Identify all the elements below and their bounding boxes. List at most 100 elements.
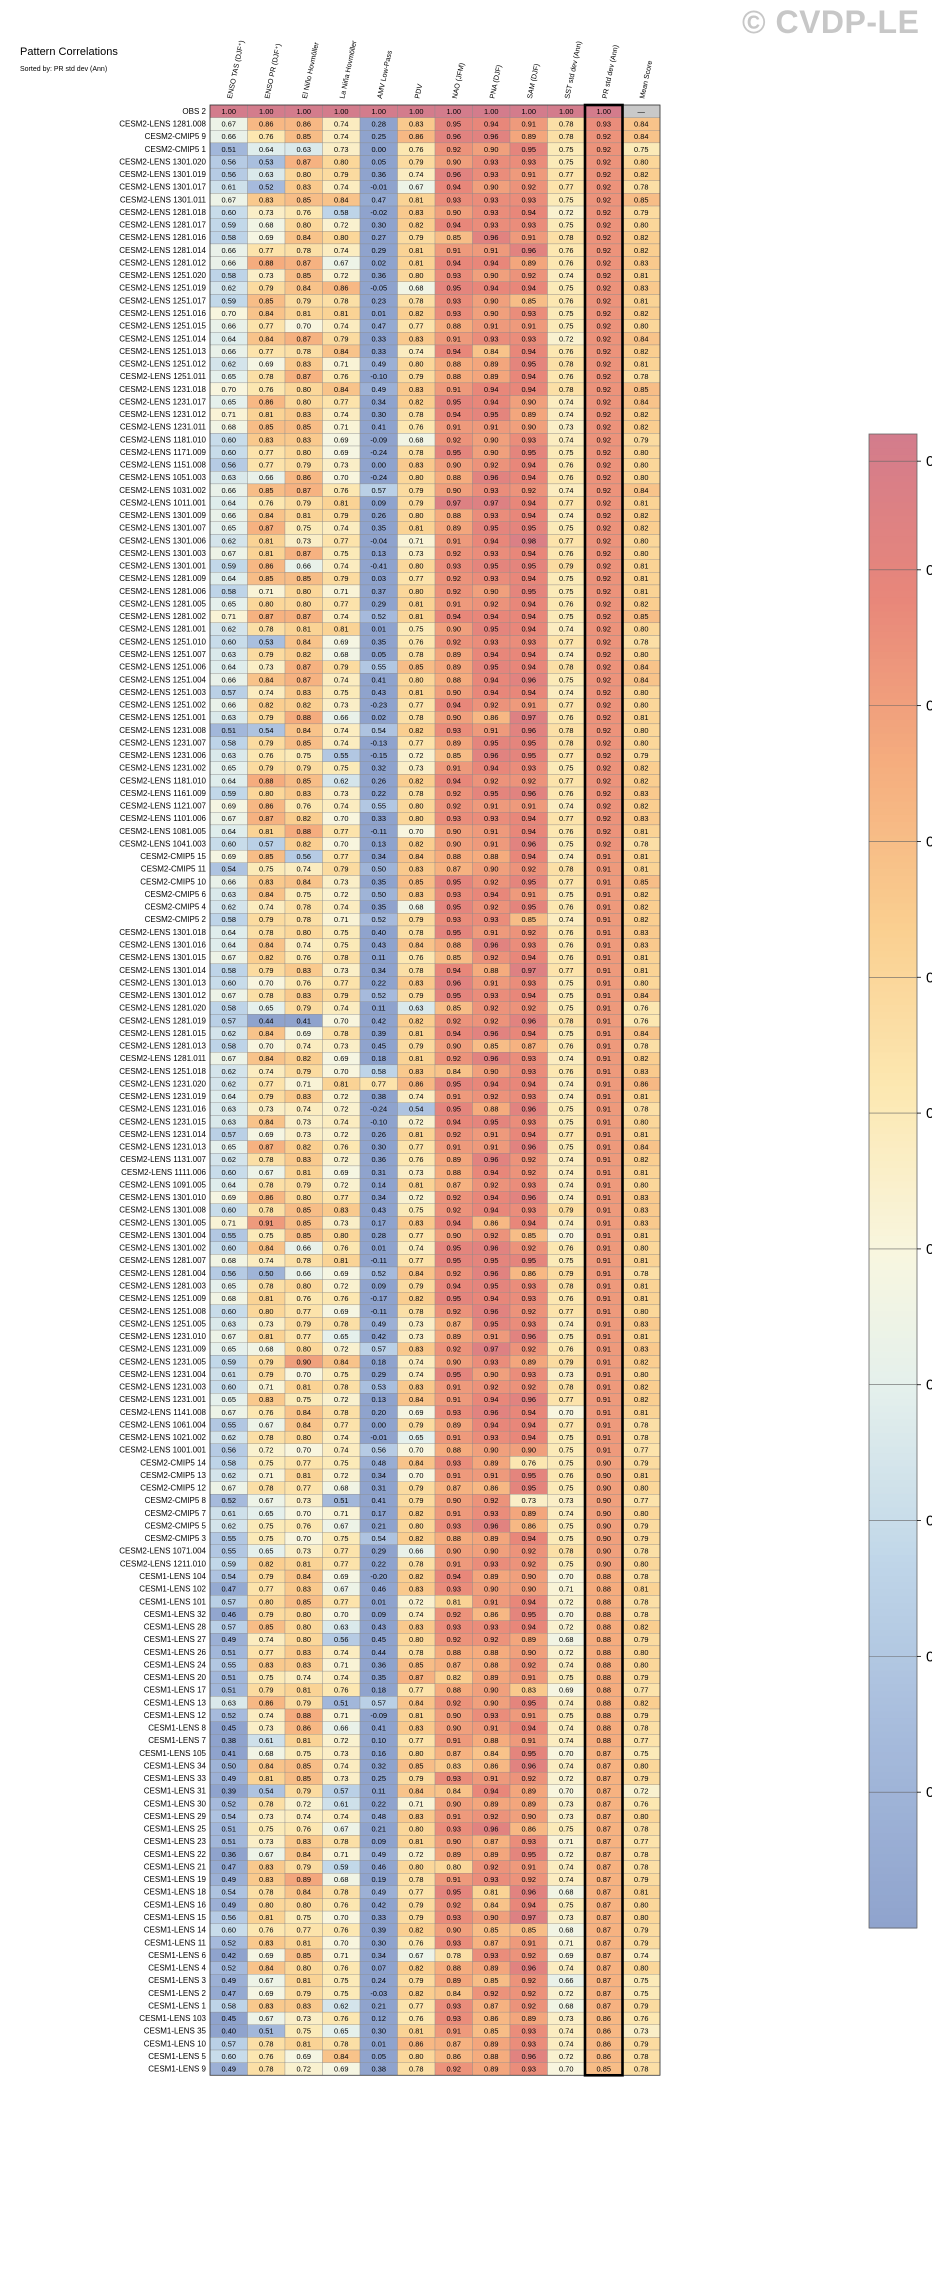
cell-value: 0.94 [447,183,461,192]
colorbar-segment [869,698,917,707]
cell-value: 0.66 [222,246,236,255]
colorbar-tick-label: 0.7 [926,1241,932,1258]
cell-value: 0.67 [222,120,236,129]
cell-value: 0.84 [297,233,311,242]
cell-value: 0.85 [297,132,311,141]
colorbar-tick-label: 0.5 [926,1784,932,1801]
row-label: CESM2-LENS 1301.017 [119,183,206,192]
colorbar-segment [869,759,917,768]
cell-value: 0.74 [334,120,348,129]
cell-value: 0.76 [259,132,273,141]
cell-value: 0.86 [297,120,311,129]
colorbar-segment [869,1452,917,1461]
colorbar-segment [869,454,917,462]
chart-subtitle: Sorted by: PR std dev (Ann) [20,66,108,73]
colorbar-segment [869,1085,917,1094]
colorbar-segment [869,603,917,612]
cell-value: 0.90 [484,183,498,192]
colorbar-segment [869,1900,917,1909]
colorbar-segment [869,855,917,863]
cell-value: 0.29 [372,246,386,255]
colorbar-segment [869,1330,917,1338]
colorbar-segment [869,461,917,469]
colorbar-segment [869,712,917,720]
cell-value: 0.85 [634,195,648,204]
cell-value: 0.66 [222,132,236,141]
colorbar-segment [869,1798,917,1807]
cell-value: 0.60 [222,208,236,217]
cell-value: 0.76 [409,145,423,154]
colorbar-segment [869,766,917,775]
colorbar-segment [869,739,917,747]
cell-value: 0.83 [409,208,423,217]
cell-value: 0.92 [597,221,611,230]
row-label: CESM2-CMIP5 1 [145,145,207,154]
colorbar-segment [869,1201,917,1209]
cell-value: 0.93 [522,157,536,166]
colorbar-tick-label: 0.85 [926,833,932,850]
colorbar-segment [869,1228,917,1236]
colorbar-segment [869,963,917,972]
cell-value: 0.75 [559,145,573,154]
colorbar-segment [869,637,917,646]
colorbar-segment [869,1126,917,1135]
cell-value: 0.75 [559,157,573,166]
colorbar-segment [869,1615,917,1624]
cell-value: 0.56 [222,157,236,166]
colorbar-segment [869,916,917,924]
colorbar-segment [869,929,917,938]
colorbar-segment [869,1608,917,1617]
colorbar-segment [869,909,917,917]
row-label: CESM2-CMIP5 9 [145,132,207,141]
colorbar-segment [869,868,917,877]
cell-value: 0.74 [409,170,423,179]
colorbar-segment [869,1119,917,1128]
colorbar-segment [869,1703,917,1712]
colorbar-segment [869,814,917,822]
colorbar-segment [869,1846,917,1854]
colorbar-segment [869,1731,917,1739]
colorbar-segment [869,888,917,897]
colorbar-segment [869,1595,917,1603]
cell-value: 1.00 [447,107,461,116]
colorbar-segment [869,1642,917,1651]
colorbar-segment [869,753,917,761]
colorbar-segment [869,1690,917,1698]
cell-value: 0.94 [522,208,536,217]
cell-value: 0.75 [559,221,573,230]
cell-value: 0.96 [447,170,461,179]
colorbar-segment [869,1493,917,1501]
colorbar-segment [869,977,917,985]
colorbar-segment [869,1038,917,1046]
cell-value: 0.74 [334,183,348,192]
cell-value: 1.00 [559,107,573,116]
colorbar-segment [869,576,917,584]
colorbar-tick-label: 0.9 [926,698,932,715]
cell-value: 0.96 [447,132,461,141]
cell-value: 0.93 [522,221,536,230]
cell-value: 0.94 [484,120,498,129]
cell-value: 0.96 [484,132,498,141]
colorbar-segment [869,1744,917,1753]
cell-value: 0.84 [334,195,348,204]
colorbar-segment [869,583,917,591]
colorbar-segment [869,1004,917,1012]
colorbar-segment [869,678,917,686]
colorbar-tick-label: 0.8 [926,969,932,986]
colorbar-segment [869,685,917,693]
colorbar-segment [869,569,917,578]
cell-value: 0.83 [259,195,273,204]
colorbar-segment [869,481,917,489]
cell-value: 0.79 [334,170,348,179]
colorbar-segment [869,1140,917,1148]
cell-value: 0.93 [484,221,498,230]
cell-value: 0.68 [259,221,273,230]
cell-value: 0.64 [259,145,273,154]
colorbar-segment [869,1459,917,1467]
colorbar-segment [869,882,917,890]
colorbar-segment [869,610,917,618]
colorbar-segment [869,902,917,910]
cell-value: 0.77 [259,246,273,255]
